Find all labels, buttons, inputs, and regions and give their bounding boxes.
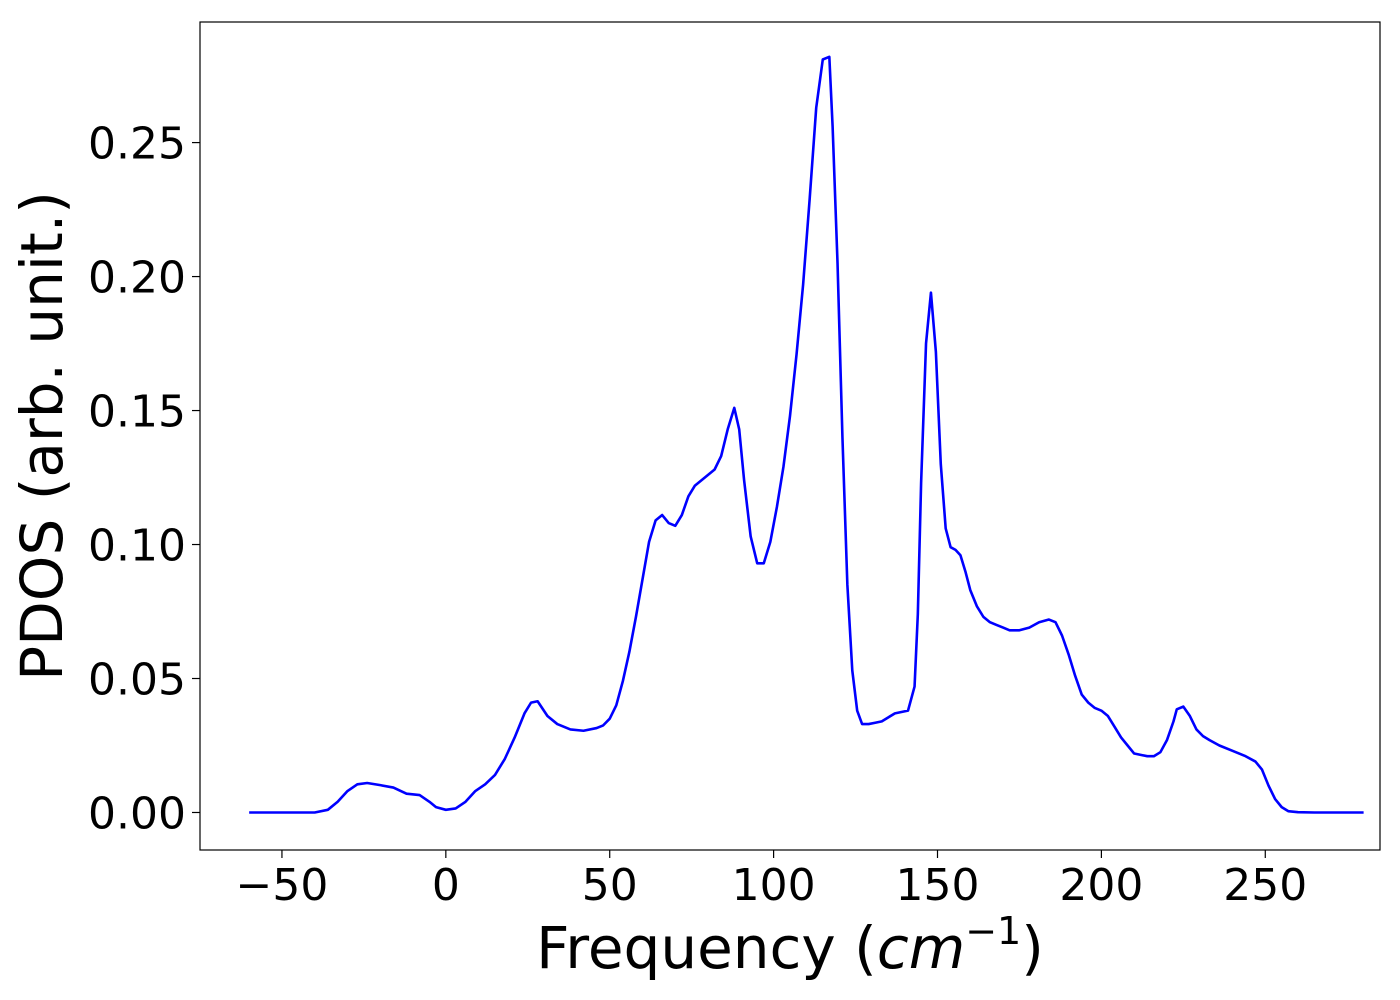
y-axis-label: PDOS (arb. unit.) xyxy=(8,191,76,681)
y-axis-ticks: 0.00 0.05 0.10 0.15 0.20 0.25 xyxy=(88,119,200,839)
x-tick-label: 200 xyxy=(1059,860,1143,911)
x-tick-label: 0 xyxy=(432,860,460,911)
y-tick-label: 0.15 xyxy=(88,387,186,438)
x-tick-label: −50 xyxy=(236,860,329,911)
y-tick-label: 0.25 xyxy=(88,119,186,170)
x-tick-label: 150 xyxy=(896,860,980,911)
y-tick-label: 0.20 xyxy=(88,253,186,304)
x-tick-label: 250 xyxy=(1223,860,1307,911)
x-axis-label: Frequency (cm−1) xyxy=(536,909,1044,982)
x-tick-label: 50 xyxy=(582,860,638,911)
y-tick-label: 0.10 xyxy=(88,521,186,572)
y-tick-label: 0.00 xyxy=(88,788,186,839)
x-tick-label: 100 xyxy=(732,860,816,911)
plot-frame xyxy=(199,21,1381,851)
pdos-series-line xyxy=(249,55,1364,814)
y-tick-label: 0.05 xyxy=(88,655,186,706)
x-axis-ticks: −50 0 50 100 150 200 250 xyxy=(236,850,1307,911)
